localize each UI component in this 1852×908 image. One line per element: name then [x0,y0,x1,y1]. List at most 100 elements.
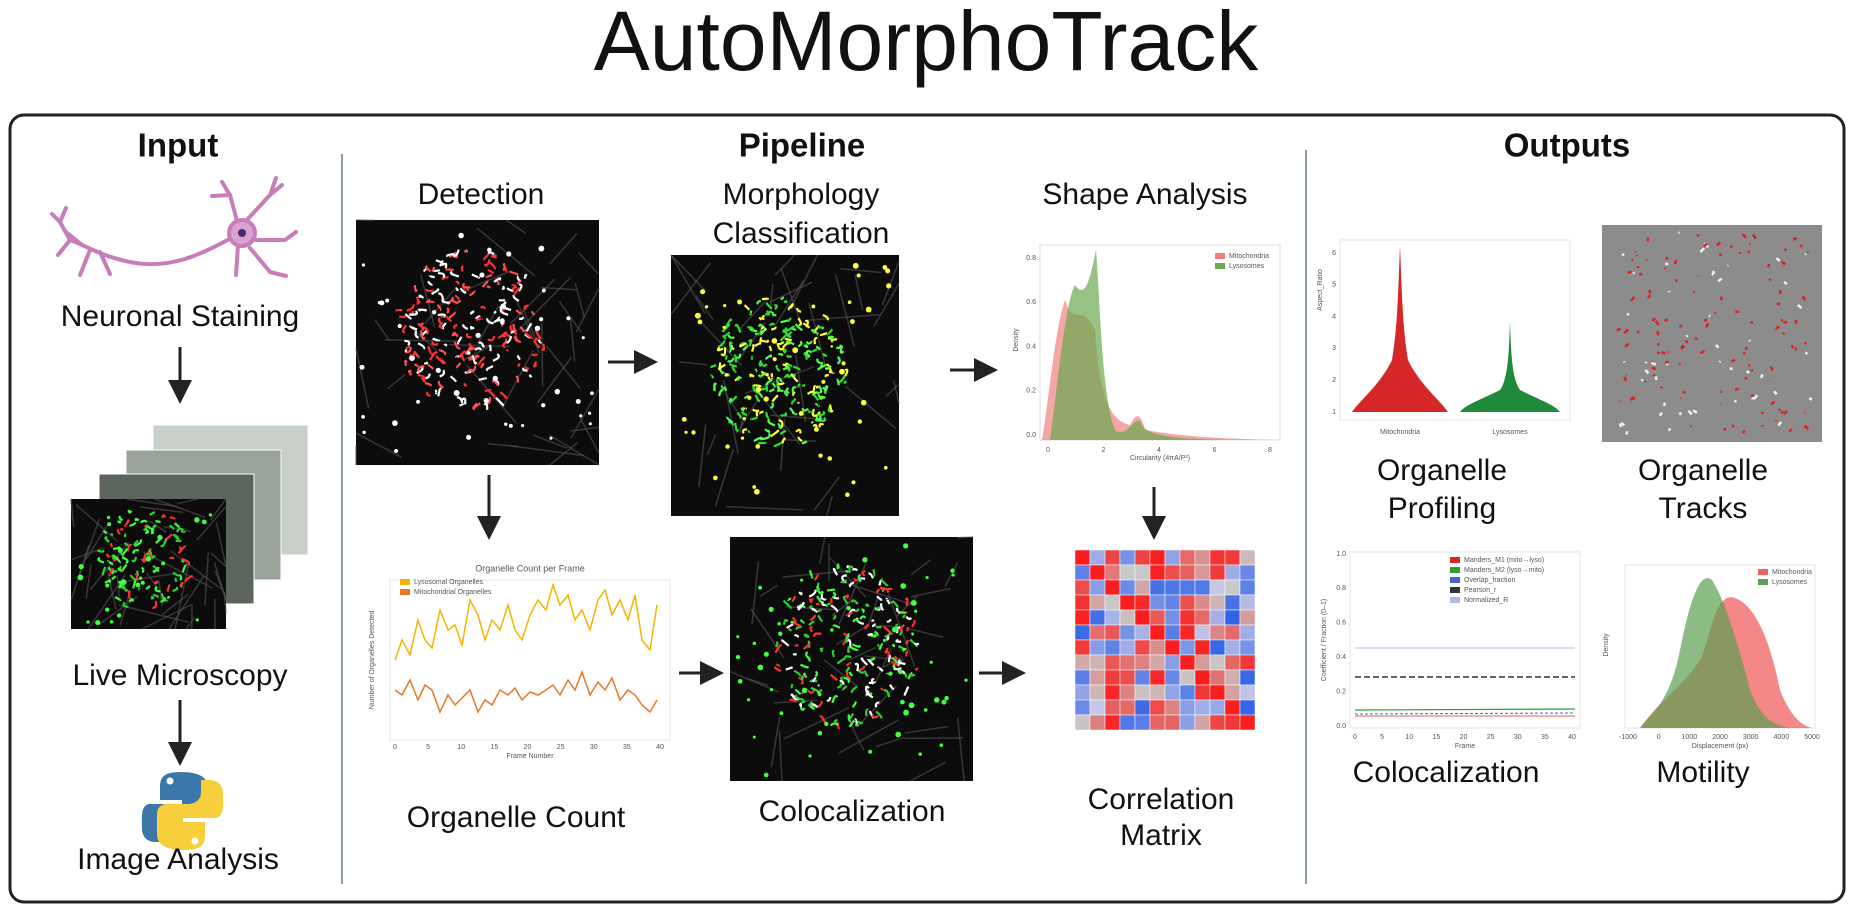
organelle [522,367,528,372]
track [1777,421,1783,427]
dot [846,605,851,611]
organelle [841,574,847,582]
track [1794,347,1798,351]
dot [508,423,513,428]
organelle [767,418,776,427]
chart-text: 20 [1460,734,1468,741]
organelle [504,267,508,272]
organelle [802,322,811,329]
organelle [822,314,830,321]
organelle [755,390,764,398]
dot [195,618,199,622]
organelle [805,340,813,345]
track [1646,237,1650,242]
organelle [783,390,789,397]
organelle [768,345,773,352]
matrix-cell [1119,639,1136,656]
organelle [796,401,800,404]
organelle [104,579,112,584]
dot [566,316,571,321]
organelle [863,624,870,630]
dot [950,568,955,573]
fiber [574,283,586,318]
chart-text: 2 [1332,377,1336,384]
legend-swatch [400,589,410,595]
matrix-cell [1209,714,1226,731]
track [1745,369,1750,374]
dot [435,367,441,373]
matrix-cell [1164,609,1181,626]
chart-text: 0.8 [1026,255,1036,262]
fiber [714,449,734,507]
organelle [833,718,839,723]
matrix-cell [1074,594,1091,611]
organelle [785,623,794,629]
chart-text: Pearson_r [1464,587,1497,594]
organelle [808,703,817,708]
dot [852,262,859,269]
track [1790,344,1795,349]
organelle [806,656,811,662]
panel-label: Colocalization [759,795,946,828]
dot [800,578,804,582]
dot [752,485,757,489]
organelle [426,299,436,304]
chart-text: 1000 [1682,734,1698,741]
organelle [437,317,444,325]
organelle [776,376,783,383]
legend-swatch [1758,569,1768,575]
organelle [486,284,491,289]
legend-swatch [400,579,410,585]
matrix-cell [1149,609,1166,626]
matrix-cell [1074,549,1091,566]
track [1778,289,1782,294]
organelle [736,411,742,419]
matrix-cell [1209,579,1226,596]
chart-text: Mitochondria [1772,569,1812,576]
track [1624,342,1630,348]
organelle [839,345,845,354]
organelle [461,324,469,330]
organelle [876,595,883,602]
organelle [790,373,799,383]
matrix-cell [1134,564,1151,581]
dot [868,749,873,754]
fiber [819,536,826,565]
dot [105,583,110,588]
organelle [488,344,492,352]
organelle [780,319,789,324]
organelle [518,283,523,292]
chart-text: 3000 [1743,734,1759,741]
organelle [168,524,175,531]
matrix-cell [1164,714,1181,731]
track [1748,339,1751,342]
dot [941,699,947,705]
fiber [693,314,743,366]
organelle [893,666,902,671]
organelle [809,625,813,633]
legend-swatch [1450,557,1460,563]
dot [704,305,709,309]
organelle [404,359,408,367]
organelle [812,385,817,391]
dot [105,607,110,612]
organelle [513,287,521,295]
image-bg [71,499,226,629]
organelle [463,249,468,253]
organelle [764,310,773,316]
dot [453,389,460,396]
fiber [813,476,840,511]
matrix-cell [1164,564,1181,581]
organelle [437,387,442,397]
fiber [87,574,126,630]
track [1654,376,1658,381]
organelle [901,647,908,652]
organelle [477,356,486,365]
track [1625,430,1629,435]
track [1742,351,1746,355]
fiber [839,719,899,754]
organelle [181,557,191,567]
organelle [483,259,491,267]
organelle [455,362,462,369]
track [1644,368,1650,375]
